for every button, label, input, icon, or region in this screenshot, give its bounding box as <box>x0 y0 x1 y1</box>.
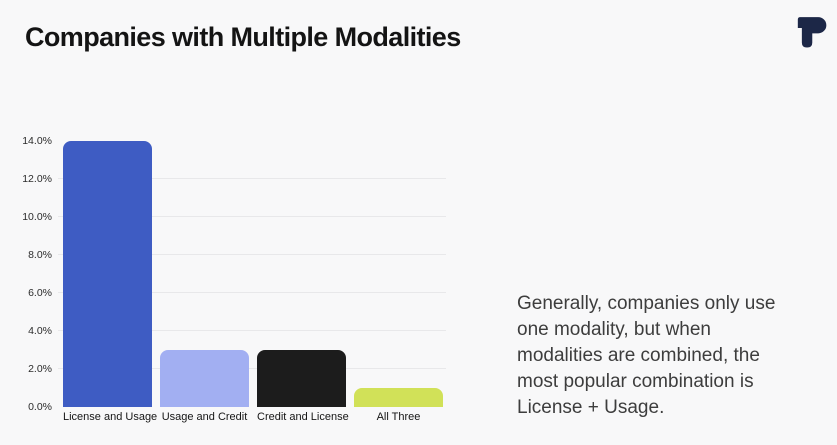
bar-all-three <box>354 388 443 407</box>
bar-chart: 0.0% 2.0% 4.0% 6.0% 8.0% 10.0% 12.0% 14.0% Lice… <box>20 135 450 430</box>
bar-license-and-usage <box>63 141 152 407</box>
gridline <box>58 368 446 369</box>
x-axis-label: Usage and Credit <box>161 411 248 423</box>
p-brand-logo-icon <box>797 17 827 48</box>
x-axis-label: License and Usage <box>63 411 158 423</box>
gridline <box>58 292 446 293</box>
bar-usage-and-credit <box>160 350 249 407</box>
y-tick-label: 2.0% <box>28 363 52 375</box>
y-tick-label: 8.0% <box>28 249 52 261</box>
x-axis-label: Credit and License <box>257 411 349 423</box>
x-axis-label: All Three <box>376 411 421 423</box>
y-tick-label: 0.0% <box>28 401 52 413</box>
y-tick-label: 4.0% <box>28 325 52 337</box>
gridline <box>58 254 446 255</box>
y-tick-label: 6.0% <box>28 287 52 299</box>
plot-area <box>58 141 446 407</box>
gridline <box>58 216 446 217</box>
y-tick-label: 14.0% <box>22 135 52 147</box>
page-title: Companies with Multiple Modalities <box>25 22 461 52</box>
p-logo-glyph <box>797 17 827 48</box>
caption-text: Generally, companies only use one modali… <box>517 293 776 418</box>
y-tick-label: 12.0% <box>22 173 52 185</box>
y-axis: 0.0% 2.0% 4.0% 6.0% 8.0% 10.0% 12.0% 14.0% <box>20 135 58 413</box>
bar-credit-and-license <box>257 350 346 407</box>
gridline <box>58 178 446 179</box>
x-axis: License and Usage Usage and Credit Credit … <box>58 411 446 427</box>
y-tick-label: 10.0% <box>22 211 52 223</box>
gridline <box>58 330 446 331</box>
